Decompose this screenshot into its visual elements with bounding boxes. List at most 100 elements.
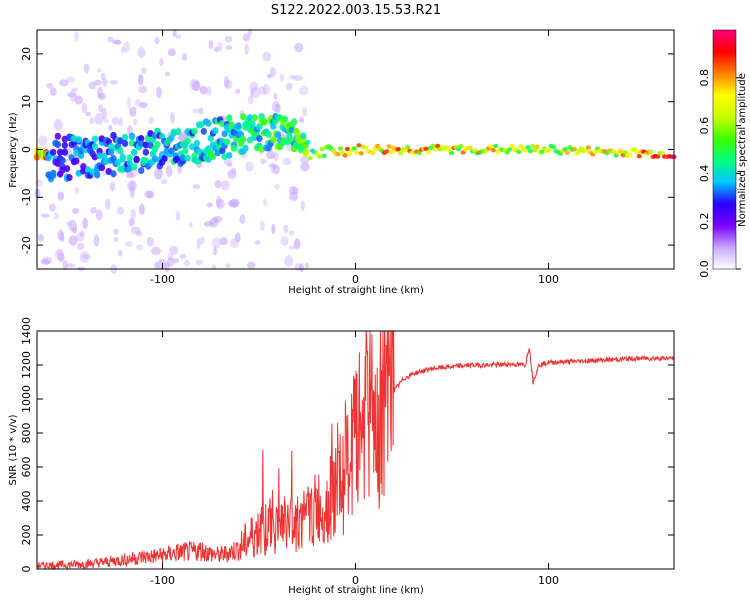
heatmap-speckle (81, 254, 92, 260)
heatmap-cell (488, 144, 494, 149)
heatmap-cell (230, 144, 238, 152)
heatmap-speckle (68, 235, 78, 246)
heatmap-cell (358, 151, 364, 156)
spectrogram-y-ticks: -20 -10 0 10 20 (20, 47, 674, 254)
heatmap-speckle (58, 252, 65, 263)
heatmap-speckle (282, 157, 292, 166)
heatmap-speckle (217, 41, 223, 52)
heatmap-cell (281, 115, 289, 123)
heatmap-speckle (183, 259, 190, 267)
heatmap-speckle (89, 117, 95, 125)
heatmap-cell (293, 127, 300, 135)
heatmap-cell (161, 155, 168, 163)
heatmap-speckle (123, 41, 131, 53)
heatmap-cell (363, 145, 369, 150)
snr-series-line (37, 330, 675, 571)
heatmap-cell (532, 147, 538, 153)
heatmap-speckle (103, 118, 109, 124)
heatmap-speckle (42, 256, 53, 265)
heatmap-cell (386, 144, 392, 149)
heatmap-cell (73, 157, 80, 165)
heatmap-speckle (81, 102, 88, 114)
heatmap-speckle (137, 73, 144, 85)
heatmap-speckle (188, 221, 193, 228)
heatmap-speckle (104, 198, 111, 210)
heatmap-speckle (213, 246, 218, 256)
heatmap-speckle (300, 162, 310, 172)
y-tick-label: 0 (20, 566, 33, 573)
heatmap-cell (50, 148, 57, 156)
heatmap-speckle (198, 107, 204, 115)
heatmap-cell (77, 152, 85, 160)
heatmap-cell (50, 171, 57, 179)
heatmap-speckle (267, 163, 275, 168)
heatmap-speckle (299, 85, 309, 96)
heatmap-cell (154, 141, 161, 149)
heatmap-cell (425, 149, 432, 155)
heatmap-speckle (192, 80, 201, 92)
colorbar-tick-label: 0.2 (698, 212, 711, 230)
heatmap-speckle (113, 236, 119, 243)
heatmap-cell (200, 127, 207, 135)
heatmap-cell (54, 140, 62, 148)
heatmap-cell (251, 114, 258, 122)
heatmap-cells (33, 28, 677, 274)
heatmap-cell (260, 117, 268, 125)
heatmap-cell (592, 149, 598, 155)
heatmap-cell (627, 152, 633, 157)
heatmap-cell (571, 146, 577, 152)
heatmap-cell (337, 146, 344, 151)
heatmap-cell (648, 149, 654, 154)
heatmap-cell (321, 153, 327, 158)
heatmap-speckle (98, 104, 104, 113)
heatmap-cell (305, 139, 311, 145)
heatmap-speckle (260, 158, 267, 165)
heatmap-speckle (40, 258, 51, 265)
heatmap-speckle (53, 119, 63, 131)
colorbar-gradient (712, 29, 737, 270)
heatmap-speckle (101, 107, 107, 120)
heatmap-speckle (304, 262, 309, 269)
y-tick-label: 600 (20, 457, 33, 478)
heatmap-cell (121, 139, 129, 147)
heatmap-cell (244, 120, 251, 128)
heatmap-speckle (302, 106, 308, 117)
heatmap-cell (96, 152, 103, 160)
heatmap-speckle (286, 82, 293, 91)
heatmap-cell (490, 148, 496, 153)
heatmap-speckle (160, 179, 168, 185)
heatmap-speckle (74, 31, 79, 42)
heatmap-speckle (85, 111, 91, 117)
heatmap-speckle (289, 74, 296, 80)
heatmap-speckle (48, 203, 56, 212)
heatmap-speckle (40, 213, 51, 218)
snr-panel: -100 0 100 0 200 400 600 800 1000 1200 1400 Heigh… (8, 317, 675, 596)
heatmap-speckle (120, 47, 126, 54)
heatmap-speckle (59, 79, 69, 87)
heatmap-speckle (126, 97, 132, 109)
heatmap-cell (302, 149, 309, 157)
heatmap-cell (546, 148, 552, 153)
heatmap-cell (61, 141, 68, 149)
colorbar-ticks: 0.0 0.2 0.4 0.6 0.8 (698, 69, 741, 278)
heatmap-speckle (116, 206, 125, 216)
heatmap-cell (423, 146, 429, 152)
spectrogram-x-ticks: -100 0 100 (150, 30, 559, 286)
heatmap-cell (564, 150, 571, 155)
heatmap-cell (525, 145, 531, 150)
heatmap-speckle (293, 75, 303, 82)
heatmap-speckle (66, 92, 76, 98)
heatmap-cell (59, 156, 66, 164)
heatmap-speckle (249, 88, 255, 98)
x-tick-label: 0 (352, 273, 359, 286)
heatmap-speckle (235, 88, 241, 95)
heatmap-speckle (289, 186, 298, 195)
heatmap-cell (516, 149, 522, 155)
heatmap-speckle (111, 39, 121, 45)
heatmap-cell (319, 147, 325, 152)
heatmap-speckle (239, 214, 246, 224)
heatmap-speckle (284, 255, 294, 267)
heatmap-speckle (134, 99, 142, 106)
heatmap-cell (239, 135, 247, 143)
heatmap-speckle (272, 163, 277, 169)
